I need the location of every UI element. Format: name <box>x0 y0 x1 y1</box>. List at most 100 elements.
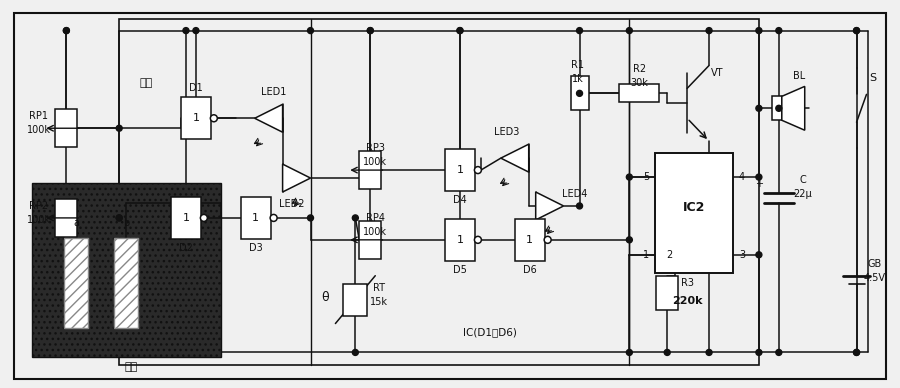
Bar <box>65 238 88 327</box>
Text: 1k: 1k <box>572 74 583 85</box>
Text: 3: 3 <box>739 250 745 260</box>
Text: LED3: LED3 <box>494 127 519 137</box>
Text: D4: D4 <box>453 195 467 205</box>
Circle shape <box>353 350 358 355</box>
Bar <box>56 109 77 147</box>
Circle shape <box>626 350 633 355</box>
Text: 100k: 100k <box>26 215 50 225</box>
Text: BL: BL <box>793 71 805 81</box>
Bar <box>359 221 382 259</box>
Text: 100k: 100k <box>364 157 387 167</box>
Circle shape <box>577 28 582 34</box>
Circle shape <box>626 28 633 34</box>
Text: 30k: 30k <box>630 78 648 88</box>
Circle shape <box>776 105 782 111</box>
Text: 2: 2 <box>666 250 672 260</box>
Text: 土壤: 土壤 <box>124 362 138 372</box>
Circle shape <box>776 28 782 34</box>
Text: 1: 1 <box>456 165 464 175</box>
Circle shape <box>853 350 859 355</box>
Text: 1: 1 <box>183 213 189 223</box>
Polygon shape <box>500 144 528 172</box>
Polygon shape <box>255 104 283 132</box>
Circle shape <box>183 28 189 34</box>
Circle shape <box>116 215 122 221</box>
Circle shape <box>367 28 374 34</box>
Text: R1: R1 <box>571 61 584 71</box>
Circle shape <box>626 174 633 180</box>
Text: 电极: 电极 <box>140 78 153 88</box>
Polygon shape <box>536 192 563 220</box>
Bar <box>114 238 138 327</box>
Circle shape <box>270 215 277 222</box>
Circle shape <box>474 236 482 243</box>
Text: 1: 1 <box>252 213 259 223</box>
Circle shape <box>853 28 859 34</box>
Circle shape <box>664 350 670 355</box>
Text: 100k: 100k <box>364 227 387 237</box>
Text: LED1: LED1 <box>261 87 286 97</box>
Bar <box>171 197 201 239</box>
Bar <box>515 219 544 261</box>
Circle shape <box>457 28 463 34</box>
Text: 4.5V: 4.5V <box>863 273 886 283</box>
Text: 15k: 15k <box>370 296 388 307</box>
Bar <box>445 219 475 261</box>
Text: LED2: LED2 <box>279 199 304 209</box>
Text: b: b <box>123 218 130 228</box>
Circle shape <box>706 350 712 355</box>
Text: D3: D3 <box>248 243 263 253</box>
Circle shape <box>577 203 582 209</box>
Text: 5: 5 <box>644 172 650 182</box>
Circle shape <box>116 125 122 131</box>
Circle shape <box>474 166 482 173</box>
Text: R3: R3 <box>680 278 694 288</box>
Text: D5: D5 <box>453 265 467 275</box>
Circle shape <box>367 28 374 34</box>
Text: RP3: RP3 <box>365 143 385 153</box>
Circle shape <box>308 215 313 221</box>
Bar <box>56 199 77 237</box>
Circle shape <box>756 28 762 34</box>
Circle shape <box>457 28 463 34</box>
Text: IC(D1～D6): IC(D1～D6) <box>463 327 517 338</box>
Circle shape <box>353 215 358 221</box>
Polygon shape <box>782 87 805 130</box>
Text: RP4: RP4 <box>365 213 385 223</box>
Circle shape <box>211 115 217 122</box>
Circle shape <box>756 252 762 258</box>
Bar <box>656 276 679 310</box>
Text: 1: 1 <box>193 113 200 123</box>
Circle shape <box>308 28 313 34</box>
Text: RP1: RP1 <box>29 111 48 121</box>
Bar <box>344 284 367 315</box>
Text: D2: D2 <box>179 243 193 253</box>
Bar <box>571 76 589 110</box>
Text: +: + <box>755 179 763 189</box>
Circle shape <box>201 215 207 222</box>
Circle shape <box>63 28 69 34</box>
Bar <box>359 151 382 189</box>
Circle shape <box>756 350 762 355</box>
Circle shape <box>626 237 633 243</box>
Circle shape <box>853 28 859 34</box>
Circle shape <box>756 105 762 111</box>
Text: IC2: IC2 <box>683 201 706 215</box>
Bar <box>655 153 733 273</box>
Text: R2: R2 <box>633 64 646 74</box>
Bar <box>119 19 759 365</box>
Circle shape <box>63 28 69 34</box>
Text: 1: 1 <box>644 250 650 260</box>
Text: GB: GB <box>868 259 882 269</box>
Circle shape <box>853 350 859 355</box>
Bar <box>772 96 782 120</box>
Circle shape <box>776 350 782 355</box>
Bar <box>445 149 475 191</box>
Circle shape <box>116 215 122 221</box>
Text: 22μ: 22μ <box>794 189 812 199</box>
Circle shape <box>577 90 582 96</box>
Text: 100k: 100k <box>26 125 50 135</box>
Text: 1: 1 <box>526 235 533 245</box>
Text: θ: θ <box>321 291 329 304</box>
Bar <box>32 183 220 357</box>
